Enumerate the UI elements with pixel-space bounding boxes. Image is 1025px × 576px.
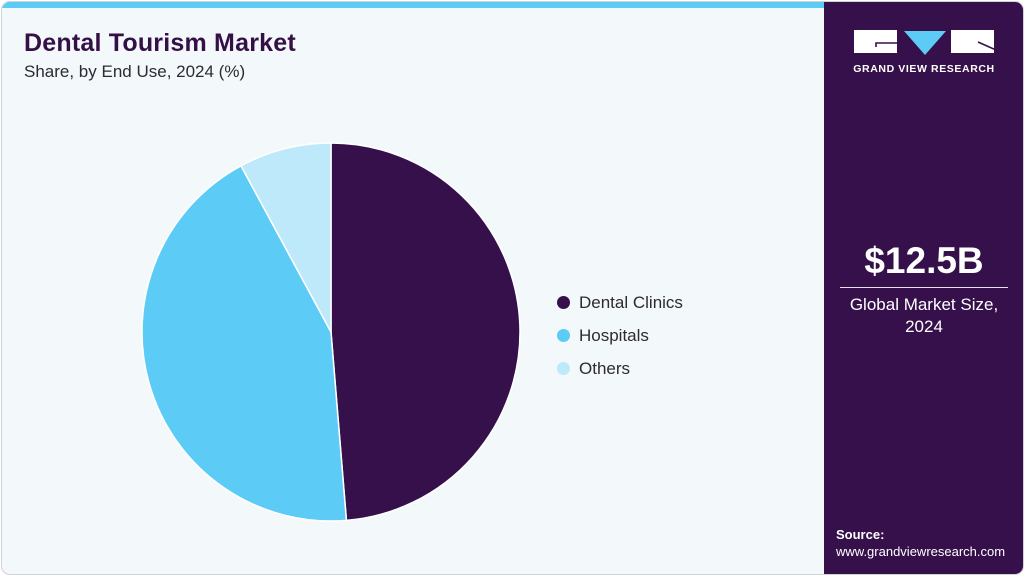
divider <box>840 287 1008 288</box>
chart-subtitle: Share, by End Use, 2024 (%) <box>24 62 246 81</box>
legend-label: Hospitals <box>579 325 649 345</box>
side-panel: GRAND VIEW RESEARCH $12.5B Global Market… <box>824 2 1023 574</box>
legend-item-hospitals: Hospitals <box>557 319 683 352</box>
legend-label: Dental Clinics <box>579 292 683 312</box>
pie-slice-dental-clinics <box>330 142 521 522</box>
pie-chart <box>140 140 522 524</box>
legend-label: Others <box>579 358 631 378</box>
legend-dot-icon <box>557 362 570 375</box>
pie-slice-others <box>239 142 332 333</box>
source-url[interactable]: www.grandviewresearch.com <box>836 544 1006 559</box>
grand-view-research-logo-icon <box>854 30 996 55</box>
chart-title: Dental Tourism Market <box>24 29 296 57</box>
legend-item-others: Others <box>557 352 683 385</box>
market-size-label-line2: 2024 <box>905 317 943 336</box>
legend-item-dental-clinics: Dental Clinics <box>557 286 683 319</box>
legend-dot-icon <box>557 329 570 342</box>
source-label: Source: <box>836 527 885 542</box>
pie-slice-hospitals <box>141 164 348 522</box>
logo-text: GRAND VIEW RESEARCH <box>853 63 995 75</box>
market-size-label-line1: Global Market Size, <box>849 295 999 314</box>
market-size-value: $12.5B <box>864 240 984 281</box>
legend-dot-icon <box>557 296 570 309</box>
legend: Dental Clinics Hospitals Others <box>557 286 683 385</box>
accent-bar <box>2 2 824 8</box>
market-size-label: Global Market Size, 2024 <box>824 294 1023 338</box>
pie-svg <box>141 142 521 522</box>
